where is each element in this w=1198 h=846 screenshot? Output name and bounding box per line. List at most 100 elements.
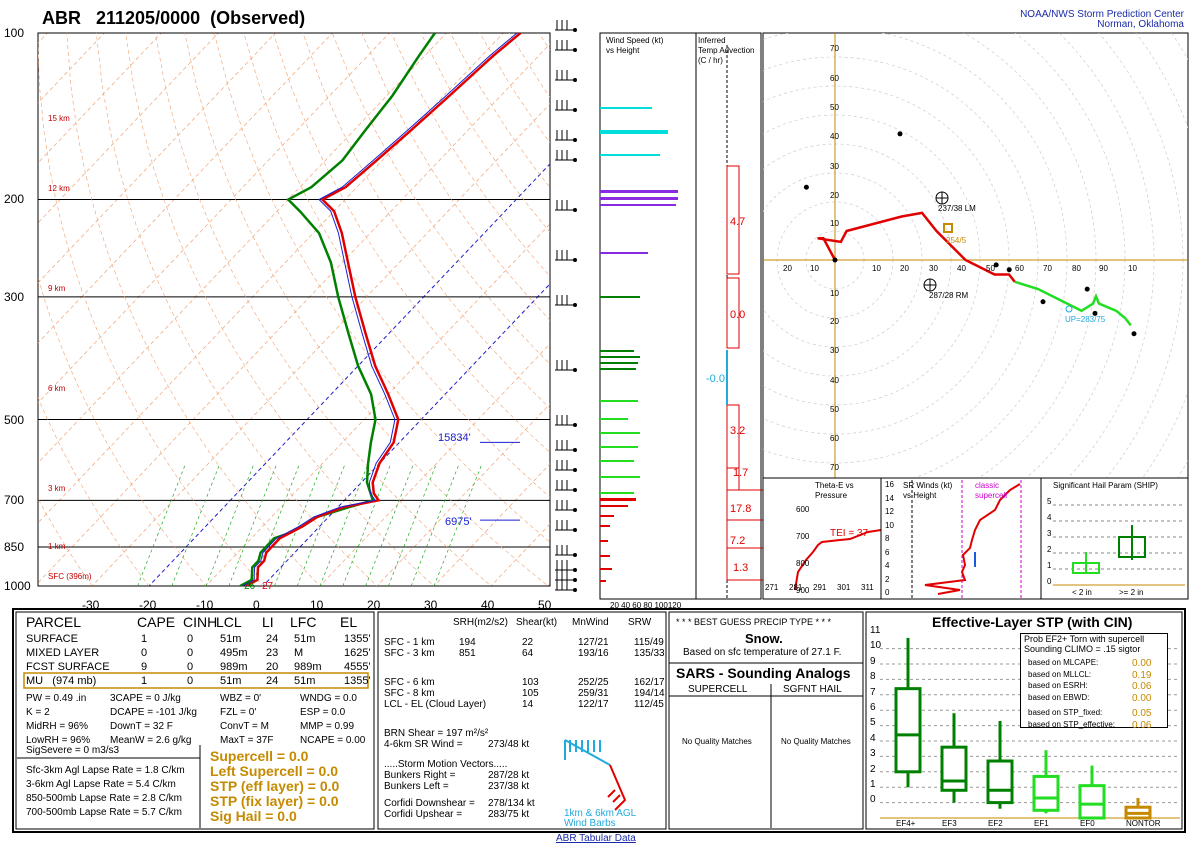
kin-cell: 22 bbox=[522, 637, 534, 648]
stp-category: EF3 bbox=[942, 819, 957, 828]
corfidi-marker bbox=[943, 223, 953, 233]
mixing-ratio-line bbox=[205, 463, 255, 586]
height-label: 3 km bbox=[48, 484, 66, 493]
height-label: 1 km bbox=[48, 542, 66, 551]
stp-category: EF0 bbox=[1080, 819, 1095, 828]
parcel-cell: 1625' bbox=[344, 647, 371, 659]
index-value: PW = 0.49 .in bbox=[26, 693, 87, 704]
isotherm bbox=[38, 33, 333, 344]
isotherm bbox=[38, 43, 550, 584]
tabular-data-link[interactable]: ABR Tabular Data bbox=[556, 833, 636, 844]
mu-row-highlight bbox=[23, 672, 369, 689]
sr-wind-value: 273/48 kt bbox=[488, 739, 530, 750]
precip-value: Snow. bbox=[745, 631, 783, 646]
storm-motion-value: 287/28 kt bbox=[488, 770, 530, 781]
stp-y-label: 0 bbox=[870, 794, 876, 806]
height-label: 6 km bbox=[48, 384, 66, 393]
storm-motion-value: 283/75 kt bbox=[488, 809, 530, 820]
dry-adiabat bbox=[214, 33, 550, 543]
sars-supercell-matches: No Quality Matches bbox=[682, 737, 752, 746]
stp-title: Effective-Layer STP (with CIN) bbox=[932, 614, 1133, 630]
temperature-profile bbox=[245, 33, 522, 586]
dry-adiabat bbox=[273, 33, 550, 453]
advection-bar bbox=[726, 165, 740, 275]
stp-prob-value: 0.00 bbox=[1132, 692, 1152, 704]
hodo-height-marker bbox=[1131, 331, 1137, 337]
barbs-label: Wind Barbs bbox=[564, 818, 616, 829]
hodo-height-marker bbox=[897, 131, 903, 137]
mu-row-cell: MU (974 mb) bbox=[26, 675, 97, 687]
parcel-cell: 0 bbox=[187, 661, 194, 673]
advection-value: 1.7 bbox=[733, 467, 749, 479]
sars-hail-header: SGFNT HAIL bbox=[783, 684, 842, 695]
sfc-t-label: 27 bbox=[262, 581, 274, 592]
parcel-cell: 51m bbox=[294, 633, 316, 645]
hodo-tick: 60 bbox=[830, 74, 839, 83]
kin-layer: SFC - 3 km bbox=[384, 648, 435, 659]
hodo-height-marker bbox=[1084, 286, 1090, 292]
hodo-height-marker bbox=[1092, 310, 1098, 316]
wind-speed-bar bbox=[600, 555, 610, 557]
wind-barb bbox=[555, 500, 577, 512]
theta-e-line bbox=[794, 529, 882, 591]
sr-y-label: 4 bbox=[885, 561, 890, 570]
height-label: 9 km bbox=[48, 284, 66, 293]
parcel-cell: FCST SURFACE bbox=[26, 661, 110, 673]
kin-cell: 194/14 bbox=[634, 688, 665, 699]
wind-speed-bar bbox=[600, 540, 608, 542]
wind-speed-bar bbox=[600, 476, 640, 478]
wind-speed-bar bbox=[600, 568, 612, 570]
spc-location: Norman, Oklahoma bbox=[1097, 19, 1184, 30]
index-value: FZL = 0' bbox=[220, 707, 257, 718]
isotherm bbox=[38, 33, 447, 464]
wind-speed-bar bbox=[600, 418, 628, 420]
stp-prob-label: based on STP_fixed: bbox=[1028, 708, 1103, 717]
precip-note: Based on sfc temperature of 27.1 F. bbox=[683, 647, 842, 658]
hodo-segment-0 bbox=[817, 211, 1016, 283]
stp-y-label: 2 bbox=[870, 763, 876, 775]
right-mover-label: 287/28 RM bbox=[929, 291, 969, 300]
theta-x-label: 301 bbox=[837, 583, 851, 592]
kinematic-box bbox=[377, 611, 667, 830]
dry-adiabat bbox=[125, 33, 435, 586]
ship-title: Significant Hail Param (SHIP) bbox=[1053, 481, 1158, 490]
theta-y-label: 900 bbox=[796, 586, 810, 595]
wind-speed-bar bbox=[600, 580, 606, 582]
stp-y-label: 10 bbox=[870, 640, 882, 652]
dry-adiabat bbox=[391, 33, 550, 277]
parcel-cell: M bbox=[294, 647, 304, 659]
hodograph-panel bbox=[762, 32, 1189, 479]
wind-speed-bar bbox=[600, 505, 628, 507]
hodo-tick: 90 bbox=[1099, 264, 1108, 273]
wind-barb bbox=[555, 520, 577, 532]
stp-category: EF2 bbox=[988, 819, 1003, 828]
corfidi-label: 254/5 bbox=[946, 236, 967, 245]
mixing-ratio-line bbox=[251, 463, 301, 586]
stp-prob-label: based on MLCAPE: bbox=[1028, 658, 1099, 667]
wind-speed-bars bbox=[600, 107, 678, 582]
index-value: ConvT = M bbox=[220, 721, 269, 732]
mixing-ratio-line bbox=[274, 463, 323, 586]
hodo-tick: 70 bbox=[830, 463, 839, 472]
pressure-label-700: 700 bbox=[4, 493, 25, 508]
advection-value: 1.3 bbox=[733, 562, 749, 574]
sr-y-label: 0 bbox=[885, 588, 890, 597]
classic-label: classic bbox=[975, 481, 1000, 490]
kin-header: SRH(m2/s2) bbox=[453, 617, 509, 628]
mixing-ratio-line bbox=[365, 463, 415, 586]
composite-param: Supercell = 0.0 bbox=[210, 748, 309, 764]
stp-y-label: 6 bbox=[870, 702, 876, 713]
isotherm-minus20 bbox=[148, 163, 550, 586]
mixing-ratio-line bbox=[433, 463, 483, 586]
parcel-cell: 1355' bbox=[344, 633, 371, 645]
parcel-header: LI bbox=[262, 614, 274, 630]
barbs-label: 1km & 6km AGL bbox=[564, 808, 637, 819]
index-value: LowRH = 96% bbox=[26, 735, 91, 746]
hodo-height-marker bbox=[832, 257, 838, 263]
wind-speed-bar bbox=[600, 362, 638, 364]
isotherm bbox=[376, 403, 550, 586]
wind-barb bbox=[555, 415, 577, 427]
storm-motion-label: Bunkers Left = bbox=[384, 781, 449, 792]
isotherm bbox=[38, 33, 390, 404]
storm-motion-label: Corfidi Downshear = bbox=[384, 798, 475, 809]
